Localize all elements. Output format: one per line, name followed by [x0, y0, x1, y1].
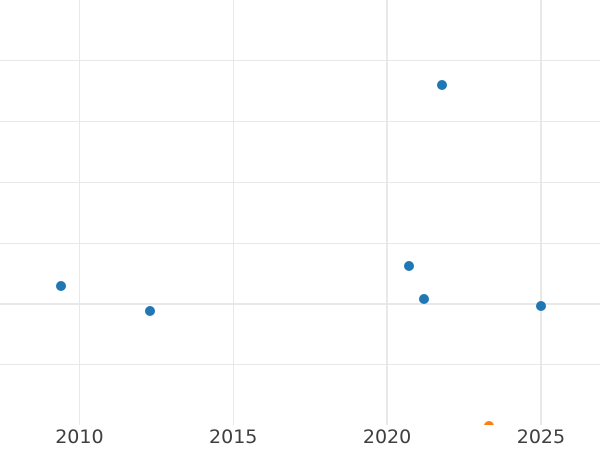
y-gridline — [0, 242, 600, 244]
x-axis: 2010 2015 2020 2025 — [0, 425, 600, 450]
x-tick-label: 2015 — [209, 426, 258, 448]
blue-series-data-point — [55, 281, 66, 292]
y-gridline — [0, 120, 600, 123]
y-gridline — [0, 364, 600, 366]
x-tick-label: 2020 — [362, 426, 412, 448]
blue-series-data-point — [419, 294, 429, 305]
y-gridline — [0, 181, 600, 183]
blue-series-data-point — [145, 305, 156, 316]
y-gridline — [0, 60, 600, 62]
plot-area — [0, 0, 600, 425]
y-gridline — [0, 303, 600, 305]
blue-series-data-point — [535, 300, 546, 311]
x-tick-label: 2010 — [55, 426, 104, 448]
x-tick-label: 2025 — [516, 426, 566, 448]
orange-series-data-point — [483, 420, 494, 425]
x-gridline — [540, 0, 542, 425]
x-gridline — [386, 0, 388, 425]
x-gridline — [232, 0, 234, 425]
blue-series-data-point — [437, 80, 448, 91]
x-gridline — [78, 0, 80, 425]
blue-series-data-point — [403, 261, 414, 272]
